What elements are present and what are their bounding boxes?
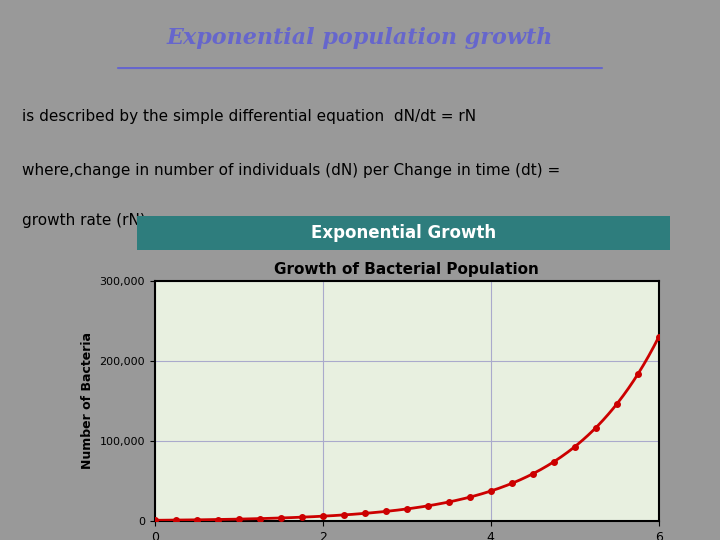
Text: is described by the simple differential equation  dN/dt = rN: is described by the simple differential … [22, 109, 476, 124]
Text: Exponential population growth: Exponential population growth [167, 27, 553, 49]
Text: growth rate (rN): growth rate (rN) [22, 213, 145, 228]
FancyBboxPatch shape [137, 216, 670, 251]
Title: Growth of Bacterial Population: Growth of Bacterial Population [274, 262, 539, 277]
Text: Exponential Growth: Exponential Growth [310, 224, 496, 242]
Y-axis label: Number of Bacteria: Number of Bacteria [81, 333, 94, 469]
Text: where,change in number of individuals (dN) per Change in time (dt) =: where,change in number of individuals (d… [22, 163, 560, 178]
